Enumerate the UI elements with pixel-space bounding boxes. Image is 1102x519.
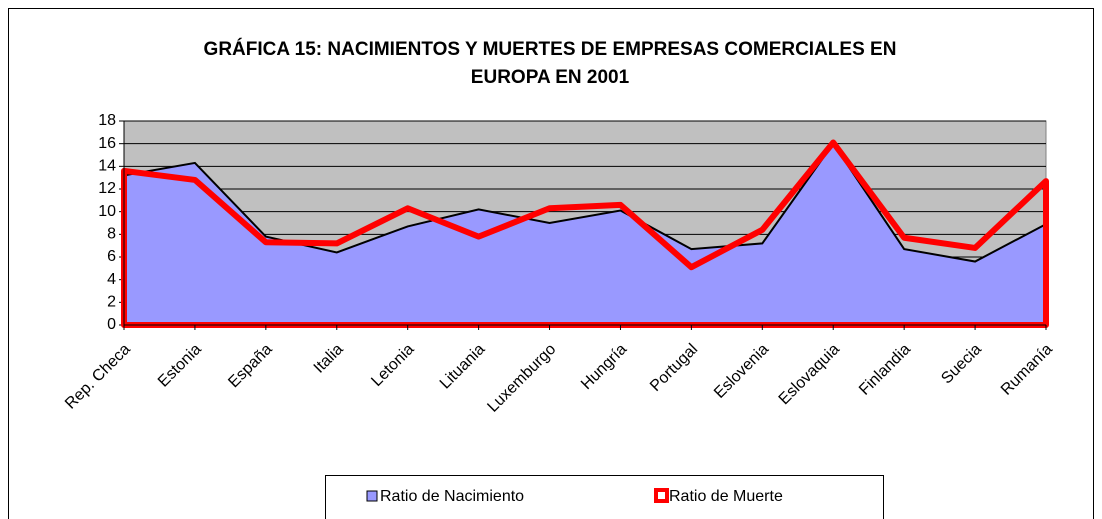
area-outline bbox=[121, 139, 1049, 328]
legend-swatch bbox=[366, 490, 378, 502]
legend-label: Ratio de Muerte bbox=[669, 488, 783, 505]
y-tick-label: 0 bbox=[107, 316, 116, 333]
y-tick-label: 10 bbox=[98, 203, 116, 220]
y-tick-label: 18 bbox=[98, 112, 116, 129]
y-tick-label: 4 bbox=[107, 271, 116, 288]
y-tick-label: 14 bbox=[98, 158, 116, 175]
legend-swatch bbox=[654, 488, 669, 503]
legend-label: Ratio de Nacimiento bbox=[380, 488, 524, 505]
y-tick-label: 12 bbox=[98, 180, 116, 197]
legend-box bbox=[325, 475, 884, 519]
y-tick-label: 16 bbox=[98, 135, 116, 152]
area bbox=[123, 141, 1047, 326]
y-tick-label: 2 bbox=[107, 294, 116, 311]
y-tick-label: 8 bbox=[107, 226, 116, 243]
y-tick-label: 6 bbox=[107, 248, 116, 265]
chart-title: GRÁFICA 15: NACIMIENTOS Y MUERTES DE EMP… bbox=[203, 39, 897, 88]
